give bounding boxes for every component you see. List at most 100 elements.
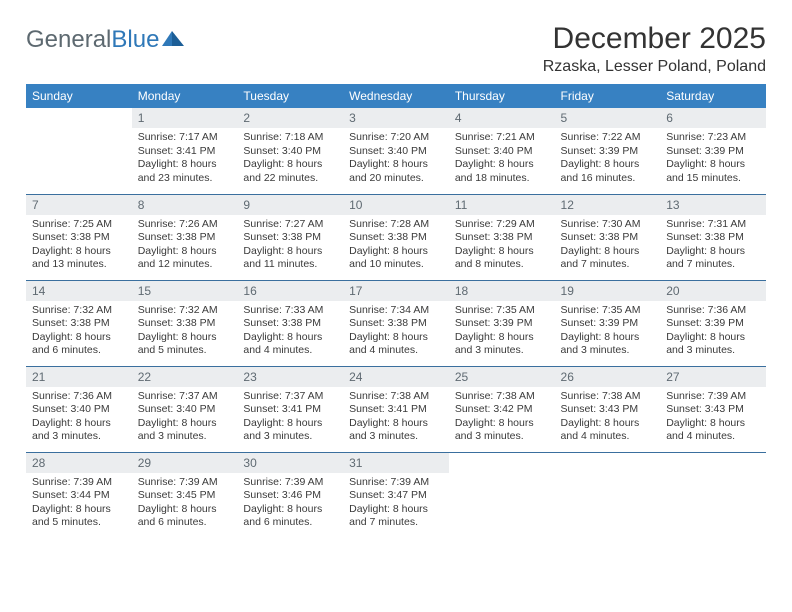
day-number: 10 (343, 195, 449, 215)
day-details: Sunrise: 7:35 AMSunset: 3:39 PMDaylight:… (555, 301, 661, 363)
day-details: Sunrise: 7:36 AMSunset: 3:39 PMDaylight:… (660, 301, 766, 363)
day-details: Sunrise: 7:38 AMSunset: 3:41 PMDaylight:… (343, 387, 449, 449)
day-detail-line: Sunset: 3:44 PM (32, 489, 126, 503)
weekday-header: Saturday (660, 84, 766, 108)
day-details: Sunrise: 7:35 AMSunset: 3:39 PMDaylight:… (449, 301, 555, 363)
day-detail-line: Daylight: 8 hours (666, 417, 760, 431)
day-detail-line: Sunrise: 7:29 AM (455, 218, 549, 232)
day-number: 5 (555, 108, 661, 128)
day-details: Sunrise: 7:37 AMSunset: 3:40 PMDaylight:… (132, 387, 238, 449)
day-detail-line: Daylight: 8 hours (138, 245, 232, 259)
day-detail-line: Sunset: 3:41 PM (349, 403, 443, 417)
calendar-cell: 22Sunrise: 7:37 AMSunset: 3:40 PMDayligh… (132, 366, 238, 452)
day-details: Sunrise: 7:34 AMSunset: 3:38 PMDaylight:… (343, 301, 449, 363)
day-details: Sunrise: 7:26 AMSunset: 3:38 PMDaylight:… (132, 215, 238, 277)
day-detail-line: Sunrise: 7:35 AM (561, 304, 655, 318)
calendar-cell: 23Sunrise: 7:37 AMSunset: 3:41 PMDayligh… (237, 366, 343, 452)
day-detail-line: Daylight: 8 hours (666, 331, 760, 345)
day-detail-line: Sunrise: 7:30 AM (561, 218, 655, 232)
day-detail-line: Sunrise: 7:27 AM (243, 218, 337, 232)
day-detail-line: Sunset: 3:41 PM (138, 145, 232, 159)
day-number: 9 (237, 195, 343, 215)
calendar-cell: 25Sunrise: 7:38 AMSunset: 3:42 PMDayligh… (449, 366, 555, 452)
day-detail-line: Daylight: 8 hours (243, 417, 337, 431)
day-detail-line: and 3 minutes. (138, 430, 232, 444)
logo: GeneralBlue (26, 26, 186, 54)
day-detail-line: Daylight: 8 hours (455, 158, 549, 172)
calendar-cell: 31Sunrise: 7:39 AMSunset: 3:47 PMDayligh… (343, 452, 449, 538)
calendar-cell: 6Sunrise: 7:23 AMSunset: 3:39 PMDaylight… (660, 108, 766, 194)
day-number: 13 (660, 195, 766, 215)
day-detail-line: Daylight: 8 hours (32, 503, 126, 517)
day-detail-line: Daylight: 8 hours (243, 245, 337, 259)
day-details: Sunrise: 7:20 AMSunset: 3:40 PMDaylight:… (343, 128, 449, 190)
calendar-cell: 4Sunrise: 7:21 AMSunset: 3:40 PMDaylight… (449, 108, 555, 194)
calendar-cell: 19Sunrise: 7:35 AMSunset: 3:39 PMDayligh… (555, 280, 661, 366)
day-number: 28 (26, 453, 132, 473)
calendar-cell: 11Sunrise: 7:29 AMSunset: 3:38 PMDayligh… (449, 194, 555, 280)
day-detail-line: and 7 minutes. (349, 516, 443, 530)
day-detail-line: and 5 minutes. (32, 516, 126, 530)
day-detail-line: Sunset: 3:40 PM (32, 403, 126, 417)
day-detail-line: and 3 minutes. (455, 344, 549, 358)
day-detail-line: Sunrise: 7:23 AM (666, 131, 760, 145)
location: Rzaska, Lesser Poland, Poland (543, 58, 766, 76)
day-detail-line: Sunset: 3:47 PM (349, 489, 443, 503)
calendar-cell: 29Sunrise: 7:39 AMSunset: 3:45 PMDayligh… (132, 452, 238, 538)
day-details: Sunrise: 7:21 AMSunset: 3:40 PMDaylight:… (449, 128, 555, 190)
day-number: 17 (343, 281, 449, 301)
day-details: Sunrise: 7:33 AMSunset: 3:38 PMDaylight:… (237, 301, 343, 363)
weekday-header: Monday (132, 84, 238, 108)
day-number: 27 (660, 367, 766, 387)
day-number: 23 (237, 367, 343, 387)
day-detail-line: and 3 minutes. (455, 430, 549, 444)
day-detail-line: Sunset: 3:42 PM (455, 403, 549, 417)
day-number: 14 (26, 281, 132, 301)
calendar-row: 14Sunrise: 7:32 AMSunset: 3:38 PMDayligh… (26, 280, 766, 366)
day-detail-line: Sunrise: 7:18 AM (243, 131, 337, 145)
day-number: 7 (26, 195, 132, 215)
calendar-cell: 28Sunrise: 7:39 AMSunset: 3:44 PMDayligh… (26, 452, 132, 538)
day-detail-line: Sunrise: 7:33 AM (243, 304, 337, 318)
calendar-row: 7Sunrise: 7:25 AMSunset: 3:38 PMDaylight… (26, 194, 766, 280)
day-detail-line: Sunset: 3:38 PM (243, 231, 337, 245)
day-detail-line: Daylight: 8 hours (455, 245, 549, 259)
logo-mark-icon (162, 28, 186, 53)
day-details: Sunrise: 7:38 AMSunset: 3:42 PMDaylight:… (449, 387, 555, 449)
calendar-cell: 20Sunrise: 7:36 AMSunset: 3:39 PMDayligh… (660, 280, 766, 366)
day-detail-line: Sunrise: 7:31 AM (666, 218, 760, 232)
day-detail-line: Sunset: 3:38 PM (349, 231, 443, 245)
day-detail-line: Sunset: 3:40 PM (455, 145, 549, 159)
day-detail-line: and 12 minutes. (138, 258, 232, 272)
weekday-header: Friday (555, 84, 661, 108)
day-detail-line: Sunset: 3:39 PM (561, 317, 655, 331)
day-detail-line: Sunrise: 7:17 AM (138, 131, 232, 145)
day-detail-line: Daylight: 8 hours (349, 331, 443, 345)
day-details: Sunrise: 7:23 AMSunset: 3:39 PMDaylight:… (660, 128, 766, 190)
day-number: 18 (449, 281, 555, 301)
day-detail-line: Sunset: 3:38 PM (666, 231, 760, 245)
day-detail-line: Sunset: 3:38 PM (138, 317, 232, 331)
day-detail-line: Sunrise: 7:35 AM (455, 304, 549, 318)
day-detail-line: Sunrise: 7:20 AM (349, 131, 443, 145)
day-detail-line: Daylight: 8 hours (243, 331, 337, 345)
day-number: 31 (343, 453, 449, 473)
day-detail-line: Daylight: 8 hours (349, 158, 443, 172)
day-detail-line: Daylight: 8 hours (349, 245, 443, 259)
day-number: 29 (132, 453, 238, 473)
day-detail-line: Daylight: 8 hours (455, 417, 549, 431)
calendar-cell (26, 108, 132, 194)
calendar-cell: 15Sunrise: 7:32 AMSunset: 3:38 PMDayligh… (132, 280, 238, 366)
day-detail-line: Sunrise: 7:37 AM (243, 390, 337, 404)
day-number: 24 (343, 367, 449, 387)
day-detail-line: Daylight: 8 hours (349, 417, 443, 431)
logo-text: GeneralBlue (26, 26, 159, 54)
day-details: Sunrise: 7:36 AMSunset: 3:40 PMDaylight:… (26, 387, 132, 449)
day-details: Sunrise: 7:38 AMSunset: 3:43 PMDaylight:… (555, 387, 661, 449)
day-detail-line: Daylight: 8 hours (138, 417, 232, 431)
day-details: Sunrise: 7:32 AMSunset: 3:38 PMDaylight:… (132, 301, 238, 363)
day-detail-line: and 8 minutes. (455, 258, 549, 272)
day-detail-line: Daylight: 8 hours (561, 417, 655, 431)
day-detail-line: Sunrise: 7:38 AM (561, 390, 655, 404)
calendar-cell: 16Sunrise: 7:33 AMSunset: 3:38 PMDayligh… (237, 280, 343, 366)
